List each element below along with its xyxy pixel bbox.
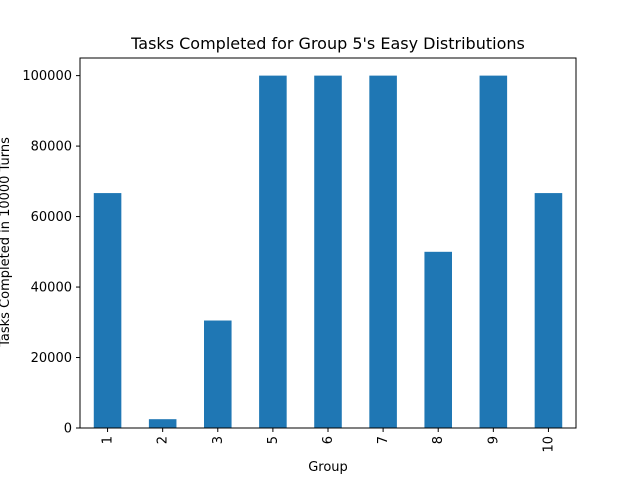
- bar-group-3: [204, 320, 232, 428]
- y-axis-label: Tasks Completed in 10000 Turns: [0, 137, 13, 348]
- bar-group-5: [259, 75, 287, 429]
- bar-group-7: [369, 75, 397, 429]
- x-tick-label: 9: [486, 436, 501, 444]
- x-tick-label: 6: [321, 436, 336, 444]
- x-tick-label: 10: [541, 436, 556, 453]
- x-tick-label: 8: [431, 436, 446, 444]
- y-tick-label: 60000: [31, 210, 72, 225]
- bar-group-6: [314, 75, 342, 429]
- y-tick-label: 80000: [31, 140, 72, 155]
- bar-group-1: [93, 193, 122, 428]
- bars-layer: [93, 75, 563, 429]
- x-tick-label: 3: [211, 436, 226, 444]
- x-tick-label: 7: [376, 436, 391, 444]
- x-axis-label: Group: [308, 460, 348, 475]
- bar-group-2: [148, 419, 177, 428]
- y-tick-label: 0: [64, 422, 72, 437]
- y-tick-label: 20000: [31, 351, 72, 366]
- plot-frame: [79, 57, 577, 429]
- x-tick-label: 1: [101, 436, 116, 444]
- bar-group-9: [479, 75, 508, 429]
- x-tick-label: 5: [266, 436, 281, 444]
- x-tick-label: 2: [156, 436, 171, 444]
- bar-group-10: [534, 193, 563, 428]
- chart-title: Tasks Completed for Group 5's Easy Distr…: [130, 34, 525, 53]
- y-tick-label: 40000: [31, 281, 72, 296]
- y-axis: 0 20000 40000 60000 80000 100000: [22, 69, 80, 437]
- y-tick-label: 100000: [22, 69, 72, 84]
- x-axis: 1 2 3 5 6 7 8 9 10: [101, 428, 556, 453]
- bar-group-8: [424, 251, 452, 428]
